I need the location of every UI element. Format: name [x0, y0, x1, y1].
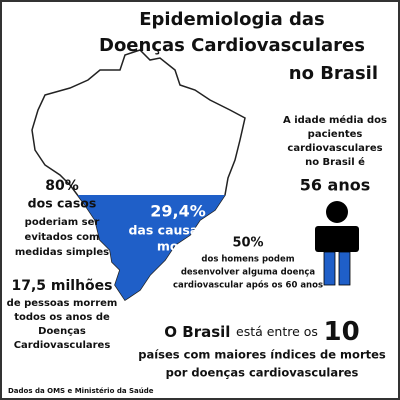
prevent-text: poderiam ser [25, 217, 100, 228]
prevent-text: evitados com [25, 232, 100, 243]
ranking-subject: O Brasil [164, 323, 230, 341]
deaths-text: de pessoas morrem [7, 298, 118, 309]
age-text: A idade média dos [283, 114, 387, 126]
map-stat-text: das causas de [128, 223, 227, 238]
deaths-value: 17,5 milhões [11, 278, 112, 294]
men-text: desenvolver alguma doença [181, 268, 316, 278]
prevent-text: medidas simples [15, 247, 109, 258]
title-line: no Brasil [289, 63, 378, 84]
men-text: cardiovascular após os 60 anos [173, 280, 323, 291]
age-text: pacientes [308, 129, 363, 140]
title-line: Epidemiologia das [139, 9, 324, 30]
ranking-text: por doenças cardiovasculares [166, 366, 359, 380]
map-stat-text: morte [157, 239, 199, 254]
source: Dados da OMS e Ministério da Saúde [8, 387, 154, 395]
prevent-text: dos casos [28, 196, 97, 211]
ranking-number: 10 [324, 317, 360, 347]
ranking-headline: O Brasil está entre os 10 [164, 317, 359, 347]
age-value: 56 anos [300, 176, 371, 195]
men-text: dos homens podem [201, 255, 294, 265]
deaths-text: Doenças [38, 326, 86, 337]
age-text: no Brasil é [305, 156, 365, 168]
map-stat-value: 29,4% [150, 202, 206, 221]
person-icon [315, 201, 359, 286]
ranking-text: países com maiores índices de mortes [138, 348, 386, 362]
deaths-text: Cardiovasculares [14, 340, 111, 351]
age-text: cardiovasculares [287, 143, 382, 154]
prevent-value: 80% [45, 178, 79, 194]
title-line: Doenças Cardiovasculares [99, 35, 365, 56]
deaths-text: todos os anos de [14, 312, 110, 323]
men-value: 50% [232, 236, 263, 251]
ranking-middle: está entre os [236, 324, 318, 339]
